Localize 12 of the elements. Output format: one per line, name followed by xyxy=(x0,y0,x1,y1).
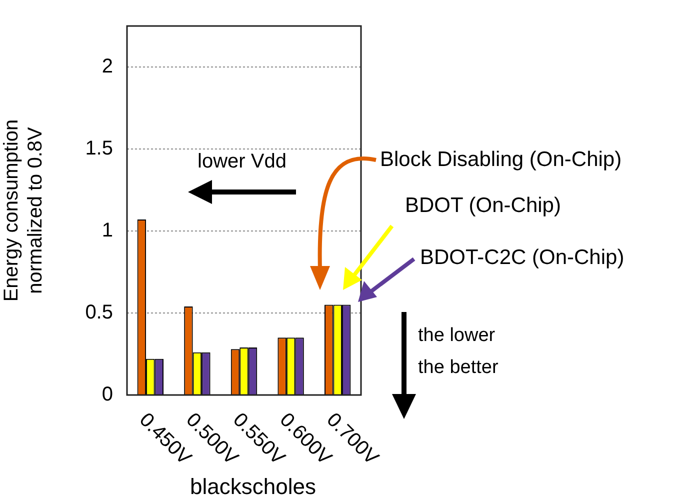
y-tick-label: 0 xyxy=(102,384,113,406)
text: BDOT-C2C (On-Chip) xyxy=(420,246,624,269)
y-tick-label: 0.5 xyxy=(85,302,113,324)
y-axis-title: Energy consumption normalized to 0.8V xyxy=(0,119,47,302)
x-axis-title: blackscholes xyxy=(190,474,316,500)
text: BDOT (On-Chip) xyxy=(405,194,561,217)
text: Block Disabling (On-Chip) xyxy=(380,148,622,171)
y-tick-label: 1.5 xyxy=(85,138,113,160)
y-tick-label: 1 xyxy=(102,220,113,242)
y-tick-label: 2 xyxy=(102,56,113,78)
text: the lower the better xyxy=(418,325,499,378)
annotation: lower Vdd xyxy=(198,150,286,173)
